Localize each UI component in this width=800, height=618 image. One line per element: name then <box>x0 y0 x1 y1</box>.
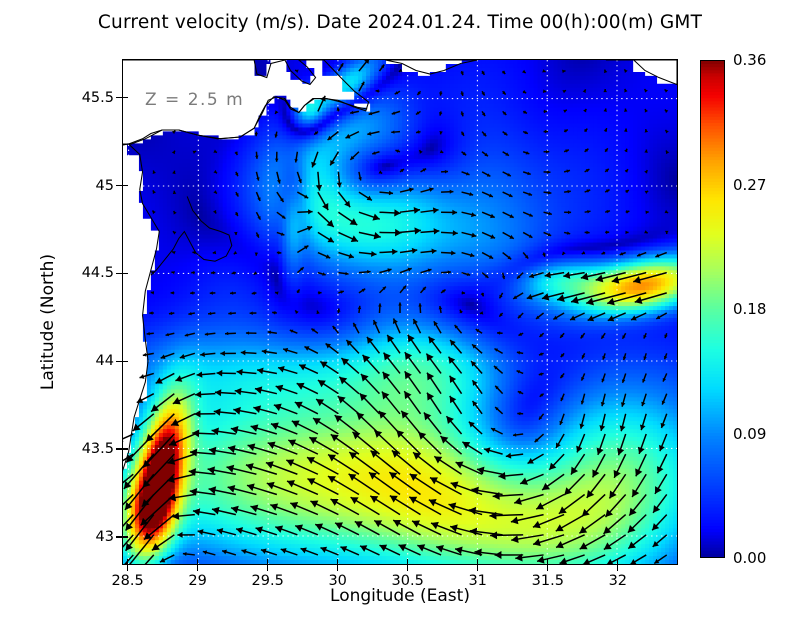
x-tick-7 <box>617 565 619 571</box>
x-tick-label-2: 29.5 <box>251 573 284 589</box>
colorbar-tick-label-0: 0.00 <box>733 549 767 567</box>
y-tick-inner-2 <box>122 360 128 362</box>
x-tick-5 <box>477 565 479 571</box>
depth-annotation: Z = 2.5 m <box>145 90 245 110</box>
x-tick-label-0: 28.5 <box>111 573 144 589</box>
y-tick-inner-0 <box>122 536 128 538</box>
y-tick-inner-3 <box>122 272 128 274</box>
y-tick-label-3: 44.5 <box>81 265 114 282</box>
x-tick-inner-7 <box>617 559 619 565</box>
x-tick-inner-6 <box>547 559 549 565</box>
x-tick-3 <box>337 565 339 571</box>
y-tick-label-4: 45 <box>95 177 114 194</box>
x-tick-0 <box>126 565 129 571</box>
colorbar-tick-label-2: 0.18 <box>733 300 767 318</box>
x-axis-title: Longitude (East) <box>330 586 470 606</box>
colorbar-tick-label-4: 0.36 <box>733 51 767 69</box>
x-tick-inner-4 <box>407 559 409 565</box>
y-tick-inner-5 <box>122 97 128 99</box>
y-tick-label-0: 43 <box>95 528 114 545</box>
x-tick-label-1: 29 <box>188 573 207 589</box>
x-tick-label-4: 30.5 <box>391 573 424 589</box>
y-tick-3 <box>116 272 122 274</box>
colorbar[interactable] <box>700 60 725 558</box>
map-plot-area[interactable]: Z = 2.5 m <box>122 59 678 565</box>
y-tick-label-5: 45.5 <box>81 89 114 106</box>
x-tick-inner-0 <box>126 559 129 565</box>
y-tick-1 <box>116 448 122 450</box>
y-tick-inner-4 <box>122 184 128 187</box>
y-tick-4 <box>116 184 122 187</box>
y-axis-title: Latitude (North) <box>38 253 58 391</box>
y-tick-0 <box>116 536 122 538</box>
colorbar-tick-label-1: 0.09 <box>733 424 767 443</box>
x-tick-label-5: 31 <box>468 573 487 589</box>
y-tick-5 <box>116 97 122 99</box>
x-tick-2 <box>267 565 269 571</box>
x-tick-inner-2 <box>267 559 269 565</box>
y-tick-inner-1 <box>122 448 128 450</box>
x-tick-4 <box>407 565 409 571</box>
x-tick-1 <box>196 565 199 571</box>
x-tick-label-7: 32 <box>608 573 628 589</box>
x-tick-inner-1 <box>196 559 199 565</box>
x-tick-6 <box>547 565 549 571</box>
figure-title: Current velocity (m/s). Date 2024.01.24.… <box>97 12 703 33</box>
y-tick-label-2: 44 <box>95 353 114 370</box>
x-tick-label-6: 31.5 <box>531 573 564 589</box>
colorbar-gradient <box>701 61 724 557</box>
x-tick-inner-5 <box>477 559 479 565</box>
y-tick-2 <box>116 360 122 362</box>
velocity-quiver-arrows <box>123 60 670 564</box>
colorbar-tick-label-3: 0.27 <box>733 175 767 194</box>
y-tick-label-1: 43.5 <box>81 441 114 457</box>
x-tick-label-3: 30 <box>328 573 347 589</box>
x-tick-inner-3 <box>337 559 339 565</box>
map-plot-inner <box>123 60 677 564</box>
